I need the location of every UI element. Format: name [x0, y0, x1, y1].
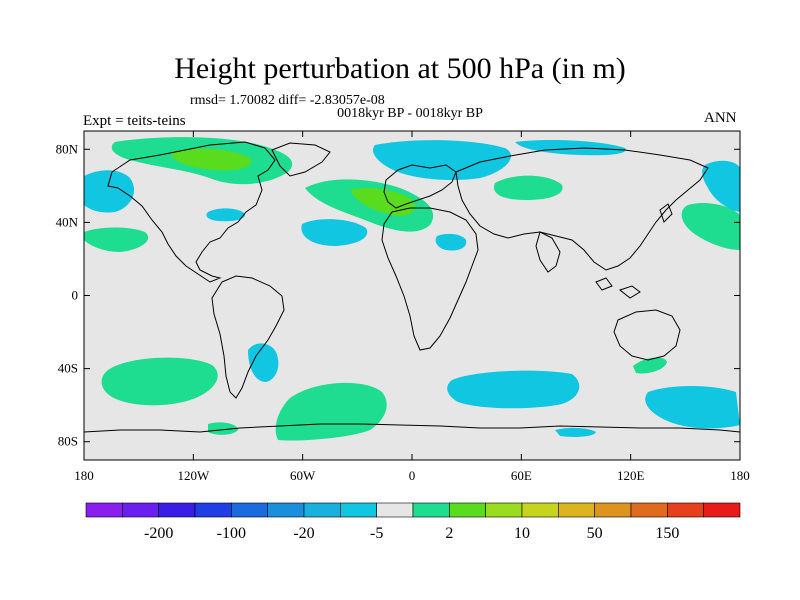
experiment-label: Expt = teits-teins [83, 113, 186, 129]
lon-tick-label: 180 [74, 468, 94, 483]
lon-tick-label: 60W [290, 468, 316, 483]
colorbar-swatch [594, 502, 632, 518]
coastlines [83, 141, 741, 433]
colorbar-label: 10 [514, 525, 530, 542]
colorbar-swatch [194, 502, 232, 518]
latitude-axis: 80N 40N 0 40S 80S [56, 141, 740, 449]
lon-tick-label: 120W [177, 468, 210, 483]
colorbar-swatch [521, 502, 559, 518]
lon-tick-label: 120E [617, 468, 645, 483]
colorbar-swatch [630, 502, 668, 518]
colorbar-label: -100 [217, 525, 246, 542]
colorbar-swatch [85, 502, 123, 518]
lat-tick-label: 80S [58, 434, 78, 449]
colorbar-swatch [485, 502, 523, 518]
lon-tick-label: 0 [409, 468, 416, 483]
colorbar-swatch [158, 502, 196, 518]
colorbar-swatch [449, 502, 486, 518]
colorbar-swatch [340, 502, 377, 518]
colorbar-swatch [412, 502, 450, 518]
colorbar-swatch [558, 502, 595, 518]
strong-positive-regions [170, 148, 415, 216]
colorbar-swatch [376, 502, 414, 518]
colorbar-labels: -200 -100 -20 -5 2 10 50 150 [144, 525, 679, 542]
colorbar-label: -200 [144, 525, 173, 542]
lon-tick-label: 180 [730, 468, 750, 483]
lat-tick-label: 40S [58, 361, 78, 376]
colorbar-swatch [303, 502, 341, 518]
colorbar-label: 150 [655, 525, 679, 542]
lat-tick-label: 40N [56, 214, 79, 229]
colorbar-swatch [267, 502, 305, 518]
season-label: ANN [704, 110, 737, 126]
colorbar-swatch [667, 502, 704, 518]
lat-tick-label: 80N [56, 141, 79, 156]
colorbar [85, 502, 741, 518]
longitude-axis: 180 120W 60W 0 60E 120E 180 [74, 131, 750, 483]
plot-title: Height perturbation at 500 hPa (in m) [174, 52, 626, 85]
colorbar-label: 50 [587, 525, 603, 542]
negative-anomaly-regions [84, 140, 740, 437]
colorbar-label: 2 [445, 525, 453, 542]
period-subtitle: 0018kyr BP - 0018kyr BP [337, 106, 483, 121]
lon-tick-label: 60E [511, 468, 532, 483]
colorbar-swatch [703, 502, 741, 518]
map-background [84, 131, 740, 460]
lat-tick-label: 0 [72, 288, 79, 303]
colorbar-label: -20 [293, 525, 314, 542]
colorbar-label: -5 [370, 525, 383, 542]
colorbar-swatch [231, 502, 268, 518]
colorbar-swatch [122, 502, 159, 518]
rmsd-subtitle: rmsd= 1.70082 diff= -2.83057e-08 [190, 93, 385, 108]
